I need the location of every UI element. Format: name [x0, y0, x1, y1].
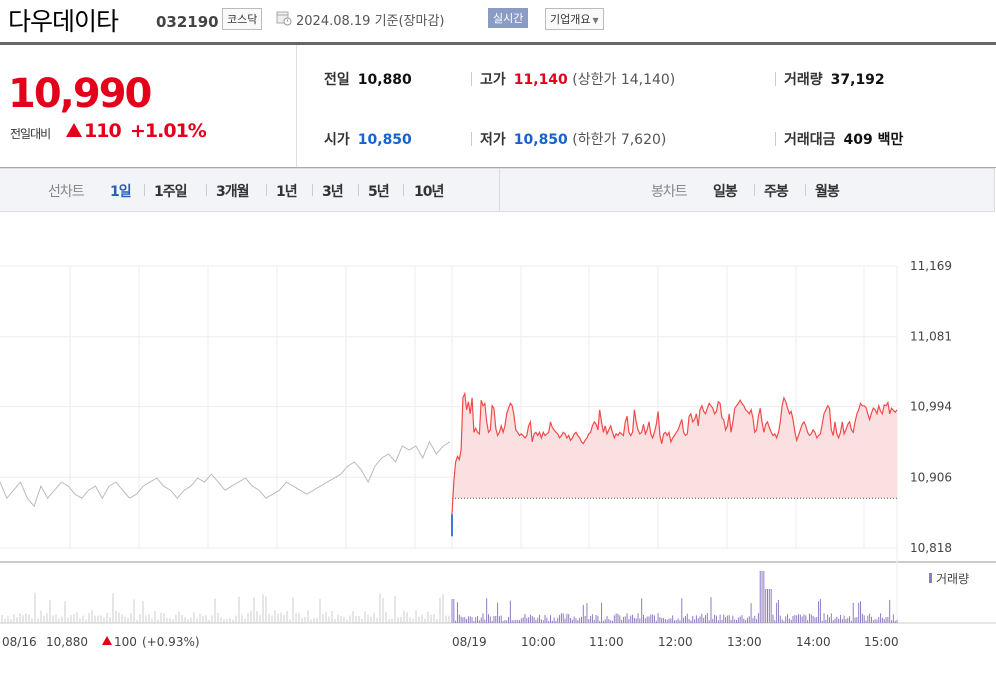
- x-tick-label: 12:00: [658, 635, 693, 649]
- tab-1week[interactable]: 1주일: [154, 184, 188, 200]
- volume-legend-label: 거래량: [936, 572, 969, 586]
- x-tick-label: 08/19: [452, 635, 487, 649]
- divider: [403, 184, 404, 196]
- divider: [775, 72, 776, 86]
- divider: [358, 184, 359, 196]
- divider: [471, 72, 472, 86]
- divider: [206, 184, 207, 196]
- tab-10year[interactable]: 10년: [414, 184, 444, 200]
- volume-legend-swatch: [929, 573, 932, 583]
- intraday-chart: 11,169 11,081 10,994 10,906 10,818 거래량 08/19 10…: [0, 259, 996, 649]
- tab-3month[interactable]: 3개월: [216, 184, 250, 200]
- divider: [775, 132, 776, 146]
- current-price: 10,990: [8, 71, 152, 117]
- divider: [754, 184, 755, 196]
- tab-3year[interactable]: 3년: [322, 184, 344, 200]
- realtime-button[interactable]: 실시간: [488, 8, 529, 28]
- trade-value: 거래대금 409 백만: [784, 132, 904, 148]
- prev-day-line: [0, 440, 451, 508]
- up-arrow-icon: [66, 123, 82, 137]
- change-value: 110: [84, 120, 122, 142]
- header-divider: [0, 42, 996, 45]
- y-tick-label: 10,906: [910, 470, 952, 484]
- stock-header: 다우데이타 032190 코스닥 2024.08.19 기준(장마감) 실시간 …: [0, 0, 996, 42]
- prev-day-date: 08/16: [2, 635, 37, 649]
- line-chart-label: 선차트: [48, 184, 85, 200]
- stock-name: 다우데이타: [8, 7, 119, 36]
- divider: [471, 132, 472, 146]
- change-label: 전일대비: [10, 127, 51, 141]
- tab-weekly-candle[interactable]: 주봉: [764, 184, 789, 200]
- tab-group-divider: [499, 169, 500, 211]
- y-tick-label: 11,169: [910, 259, 952, 273]
- info-divider: [0, 167, 996, 168]
- divider: [805, 184, 806, 196]
- open-price: 시가 10,850: [324, 132, 412, 148]
- prev-day-change: 100: [114, 635, 137, 649]
- up-area-fill: [452, 393, 897, 515]
- quote-info: 전일 10,880 고가 11,140 (상한가 14,140) 거래량 37,192…: [297, 45, 996, 168]
- y-tick-label: 10,818: [910, 541, 952, 555]
- day-high: 고가 11,140 (상한가 14,140): [480, 72, 676, 88]
- today-line: [451, 391, 898, 515]
- divider: [144, 184, 145, 196]
- company-overview-label: 기업개요: [550, 13, 591, 26]
- divider: [266, 184, 267, 196]
- chart-tabs: 선차트 1일 1주일 3개월 1년 3년 5년 10년 봉차트 일봉 주봉 월봉: [0, 168, 995, 212]
- y-tick-label: 11,081: [910, 330, 952, 344]
- candle-chart-label: 봉차트: [651, 184, 688, 200]
- divider: [312, 184, 313, 196]
- tab-1year[interactable]: 1년: [276, 184, 298, 200]
- company-overview-button[interactable]: 기업개요 ▼: [545, 8, 604, 30]
- x-tick-label: 15:00: [864, 635, 899, 649]
- day-low: 저가 10,850 (하한가 7,620): [480, 132, 667, 148]
- prev-day-percent: (+0.93%): [142, 635, 200, 649]
- x-tick-label: 14:00: [796, 635, 831, 649]
- tab-monthly-candle[interactable]: 월봉: [815, 184, 840, 200]
- price-box: 10,990 전일대비 110 +1.01%: [0, 45, 297, 168]
- volume: 거래량 37,192: [784, 72, 885, 88]
- prev-close: 전일 10,880: [324, 72, 412, 88]
- x-tick-label: 10:00: [521, 635, 556, 649]
- up-arrow-icon: [102, 636, 112, 645]
- reference-date: 2024.08.19 기준(장마감): [296, 14, 445, 29]
- calendar-clock-icon: [276, 11, 292, 26]
- tab-1day[interactable]: 1일: [110, 184, 132, 200]
- x-tick-label: 11:00: [589, 635, 624, 649]
- y-tick-label: 10,994: [910, 400, 952, 414]
- prev-day-close: 10,880: [46, 635, 88, 649]
- chevron-down-icon: ▼: [592, 16, 599, 25]
- tab-daily-candle[interactable]: 일봉: [713, 184, 738, 200]
- market-badge: 코스닥: [222, 8, 263, 30]
- tab-5year[interactable]: 5년: [368, 184, 390, 200]
- change-percent: +1.01%: [130, 120, 207, 142]
- stock-code: 032190: [156, 13, 219, 31]
- x-tick-label: 13:00: [727, 635, 762, 649]
